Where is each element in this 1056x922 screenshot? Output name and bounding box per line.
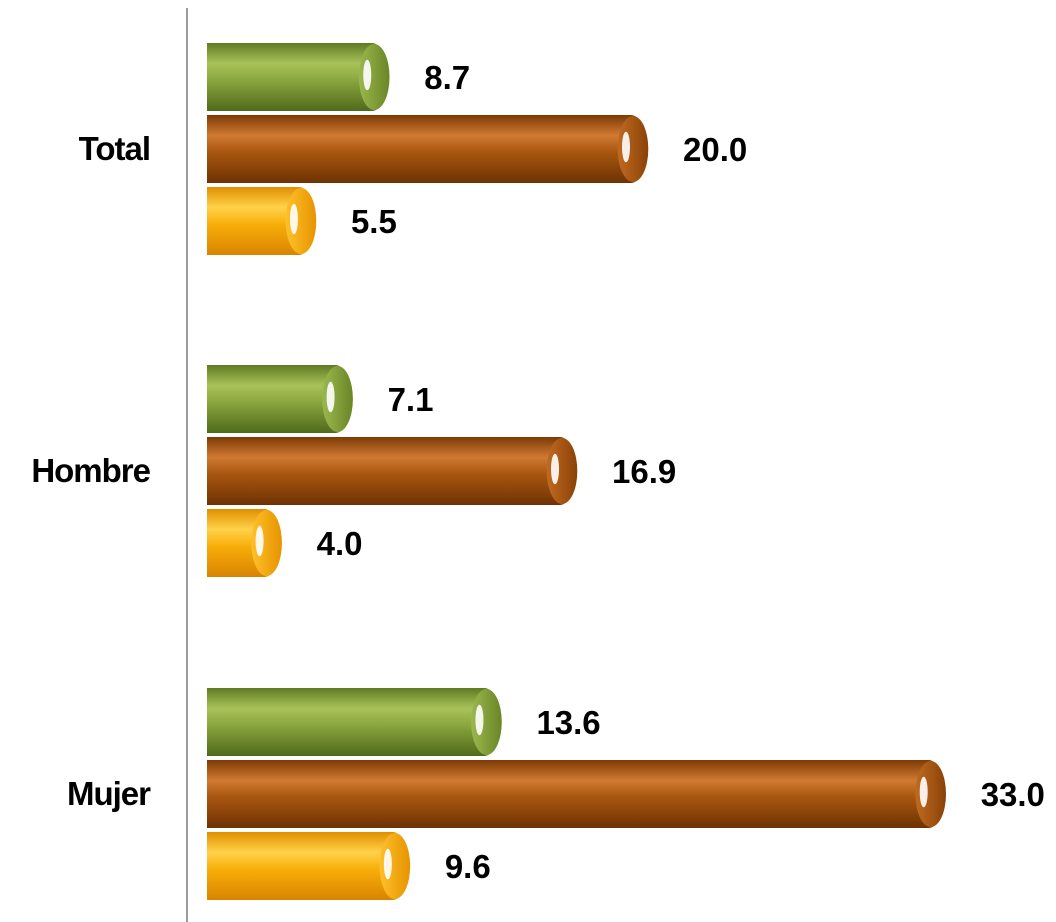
bar-highlight <box>475 704 484 736</box>
category-label: Mujer <box>67 775 151 812</box>
bar <box>207 365 353 433</box>
value-label: 33.0 <box>981 776 1045 813</box>
bar <box>207 43 390 111</box>
bar-highlight <box>383 848 392 880</box>
value-label: 8.7 <box>424 59 470 96</box>
value-label: 9.6 <box>445 848 491 885</box>
bar-highlight <box>289 203 298 235</box>
bar-body <box>207 437 576 505</box>
bar-body <box>207 115 647 183</box>
bar-body <box>207 187 315 255</box>
value-label: 5.5 <box>351 203 397 240</box>
category-label: Total <box>79 130 150 167</box>
value-label: 7.1 <box>388 381 434 418</box>
bar-highlight <box>255 525 264 557</box>
bars-group <box>207 43 946 900</box>
value-label: 4.0 <box>317 525 363 562</box>
bar <box>207 187 317 255</box>
bar <box>207 115 649 183</box>
bar-body <box>207 760 944 828</box>
value-label: 13.6 <box>536 704 600 741</box>
bar-highlight <box>919 776 928 808</box>
bar-highlight <box>363 59 372 91</box>
labels-group: Total 8.7 20.0 5.5 Hombre 7.1 16.9 4.0 Mujer 13.6… <box>31 59 1045 885</box>
bar-highlight <box>551 453 560 485</box>
category-label: Hombre <box>31 452 150 489</box>
bar <box>207 688 502 756</box>
bar-body <box>207 365 351 433</box>
bar <box>207 760 946 828</box>
value-label: 20.0 <box>683 131 747 168</box>
bar-highlight <box>326 381 335 413</box>
bar-highlight <box>622 131 630 163</box>
bar <box>207 437 578 505</box>
bar <box>207 509 282 577</box>
bar <box>207 832 411 900</box>
bar-body <box>207 832 409 900</box>
bar-body <box>207 688 500 756</box>
value-label: 16.9 <box>612 453 676 490</box>
bar-body <box>207 43 388 111</box>
